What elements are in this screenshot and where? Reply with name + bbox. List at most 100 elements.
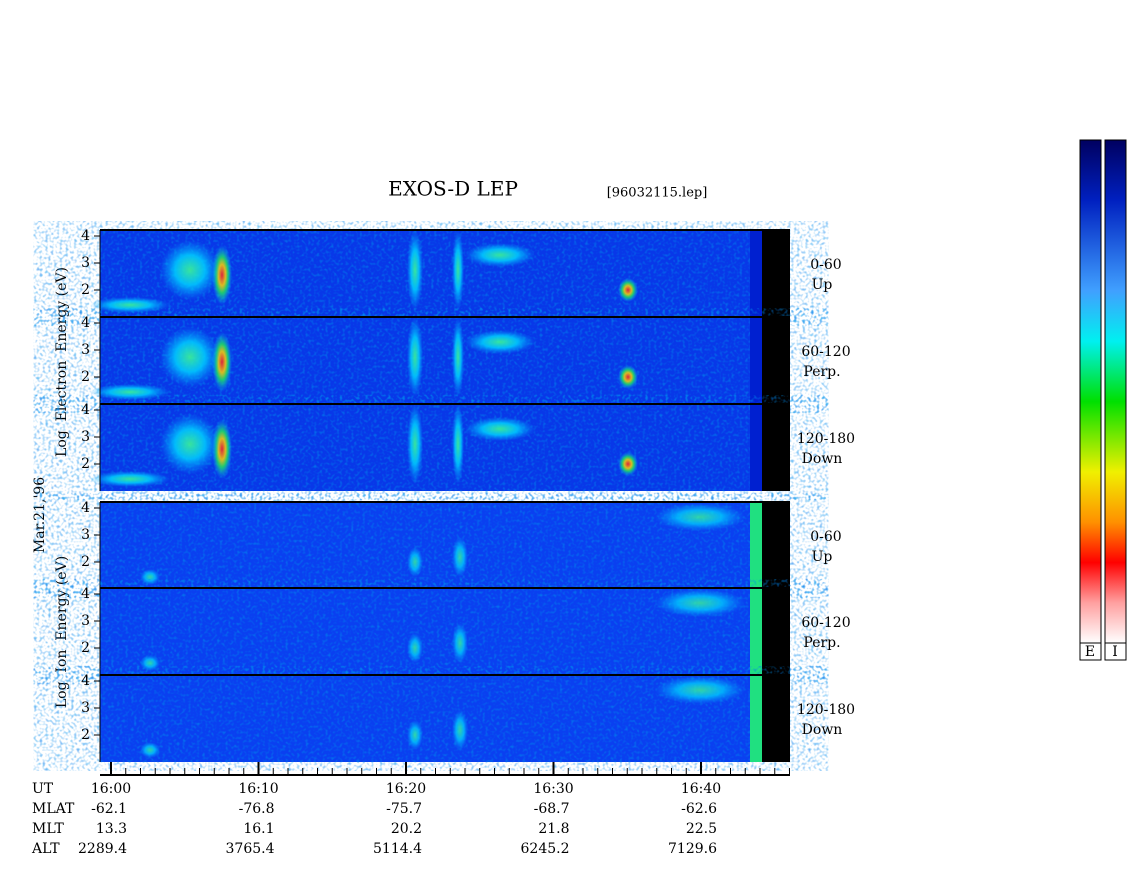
spectrogram-feature <box>90 384 170 400</box>
y-tick-label: 2 <box>81 727 90 743</box>
row-value: 13.3 <box>96 821 127 837</box>
spectrogram-feature <box>655 503 745 531</box>
electron-axis-label: Log Electron Energy (eV) <box>54 267 70 457</box>
spectrogram-feature <box>407 633 423 663</box>
spectrogram-feature <box>452 537 468 577</box>
no-data <box>762 675 790 762</box>
y-tick-label: 2 <box>81 640 90 656</box>
no-data <box>762 502 790 589</box>
row-value: 21.8 <box>538 821 569 837</box>
x-tick-label: 16:30 <box>533 781 573 797</box>
y-tick-label: 4 <box>81 586 90 602</box>
row-value: 6245.2 <box>521 841 570 857</box>
colorbar-ion <box>1104 139 1127 644</box>
row-label: MLT <box>32 821 64 837</box>
spectrogram-feature <box>465 330 535 354</box>
y-tick-label: 3 <box>81 429 90 445</box>
spectrogram-feature <box>618 365 638 389</box>
title: EXOS-D LEP <box>388 177 518 201</box>
panel-direction: Down <box>802 451 843 467</box>
row-value: -62.6 <box>681 801 717 817</box>
row-label: UT <box>32 781 54 797</box>
y-tick-label: 3 <box>81 613 90 629</box>
spectrogram-noise <box>100 675 762 762</box>
row-label: ALT <box>31 841 60 857</box>
spectrogram-feature <box>140 742 160 758</box>
spectrogram-edge <box>750 502 762 589</box>
spectrogram-noise <box>100 588 762 675</box>
x-tick-label: 16:40 <box>681 781 721 797</box>
spectrogram-feature <box>160 240 220 300</box>
y-tick-label: 3 <box>81 342 90 358</box>
no-data <box>762 404 790 491</box>
spectrogram-feature <box>140 569 160 585</box>
file-name: [96032115.lep] <box>607 186 708 201</box>
y-tick-label: 4 <box>81 228 90 244</box>
spectrogram-feature <box>452 404 464 484</box>
row-value: 22.5 <box>686 821 717 837</box>
spectrogram-feature <box>407 720 423 750</box>
spectrogram-feature <box>655 589 745 617</box>
date-label: Mar.21,'96 <box>32 477 48 553</box>
spectrogram-feature <box>160 414 220 474</box>
y-tick-label: 4 <box>81 500 90 516</box>
y-tick-label: 2 <box>81 369 90 385</box>
panel-angle: 120-180 <box>797 431 855 447</box>
panel-direction: Perp. <box>803 635 840 651</box>
spectrogram-feature <box>618 452 638 476</box>
panel-direction: Perp. <box>803 364 840 380</box>
x-tick-label: 16:10 <box>238 781 278 797</box>
spectrogram-feature <box>465 243 535 267</box>
row-value: 16.1 <box>243 821 274 837</box>
spectrogram-feature <box>407 230 423 310</box>
spectrogram-feature <box>452 710 468 750</box>
row-label: MLAT <box>32 801 75 817</box>
spectrogram-feature <box>465 417 535 441</box>
colorbar-label: E <box>1085 644 1095 660</box>
spectrogram-feature <box>140 655 160 671</box>
panel-angle: 60-120 <box>801 344 850 360</box>
no-data <box>762 317 790 404</box>
spectrogram-edge <box>750 588 762 675</box>
y-tick-label: 3 <box>81 527 90 543</box>
row-value: -62.1 <box>91 801 127 817</box>
panel-angle: 0-60 <box>810 257 841 273</box>
x-tick-label: 16:20 <box>386 781 426 797</box>
spectrogram-edge <box>750 317 762 404</box>
y-tick-label: 4 <box>81 673 90 689</box>
spectrogram-feature <box>618 278 638 302</box>
spectrogram-edge <box>750 404 762 491</box>
spectrogram-feature <box>452 317 464 397</box>
row-value: 3765.4 <box>226 841 275 857</box>
row-value: 20.2 <box>391 821 422 837</box>
row-value: -68.7 <box>534 801 570 817</box>
row-value: -76.8 <box>239 801 275 817</box>
spectrogram-noise <box>100 502 762 589</box>
y-tick-label: 2 <box>81 456 90 472</box>
row-value: 2289.4 <box>78 841 127 857</box>
spectrogram-feature <box>160 327 220 387</box>
no-data <box>762 588 790 675</box>
row-value: 5114.4 <box>373 841 422 857</box>
y-tick-label: 3 <box>81 700 90 716</box>
panel-angle: 0-60 <box>810 529 841 545</box>
spectrogram-feature <box>655 676 745 704</box>
colorbar-label-box <box>1104 642 1127 661</box>
row-value: -75.7 <box>386 801 422 817</box>
y-tick-label: 2 <box>81 282 90 298</box>
panel-angle: 60-120 <box>801 615 850 631</box>
spectrogram-feature <box>452 623 468 663</box>
ion-axis-label: Log Ion Energy (eV) <box>54 556 70 708</box>
spectrogram-feature <box>452 230 464 310</box>
colorbar-label: I <box>1112 644 1118 660</box>
no-data <box>762 230 790 317</box>
spectrogram-feature <box>90 297 170 313</box>
spectrogram-feature <box>407 317 423 397</box>
panel-angle: 120-180 <box>797 702 855 718</box>
y-tick-label: 4 <box>81 402 90 418</box>
spectrogram-edge <box>750 675 762 762</box>
spectrogram-edge <box>750 230 762 317</box>
x-tick-label: 16:00 <box>91 781 131 797</box>
colorbar-electron <box>1079 139 1102 644</box>
